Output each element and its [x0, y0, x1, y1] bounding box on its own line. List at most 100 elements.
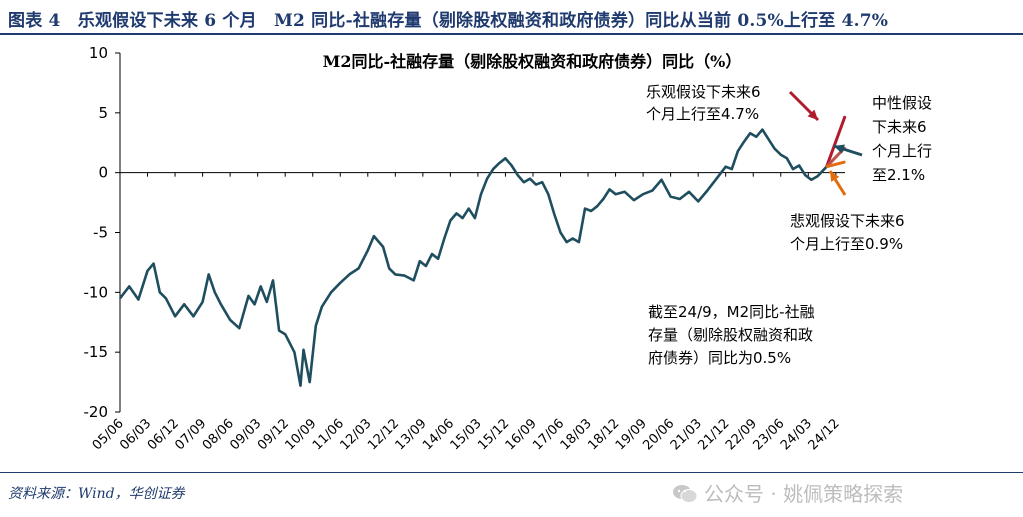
data-point [357, 267, 360, 270]
data-point [119, 297, 121, 300]
series-line-main [118, 128, 828, 388]
data-point [449, 219, 452, 222]
arrow-optimistic-head [807, 109, 818, 120]
data-point [773, 147, 776, 150]
data-point [571, 237, 574, 240]
data-point [302, 349, 305, 351]
data-point [229, 319, 231, 321]
data-point [810, 179, 813, 181]
data-point [731, 168, 733, 170]
data-point [596, 205, 598, 207]
data-point [330, 291, 332, 294]
data-point [183, 303, 185, 306]
data-point [737, 150, 739, 152]
data-point [247, 295, 250, 297]
data-point [238, 327, 241, 330]
data-point [431, 253, 433, 255]
data-point [669, 195, 672, 198]
data-point [220, 303, 222, 306]
data-point [780, 153, 782, 156]
data-point [749, 132, 751, 134]
wechat-icon [673, 485, 698, 503]
data-point [715, 177, 718, 180]
data-point [642, 193, 644, 195]
data-point [192, 315, 195, 318]
annotation-optimistic-line: 个月上行至4.7% [646, 105, 759, 123]
data-point [578, 241, 580, 243]
data-point [798, 164, 800, 167]
arrow-pessimistic-head [830, 171, 840, 182]
data-point [844, 115, 846, 118]
data-point [697, 200, 699, 203]
data-point [207, 273, 210, 276]
data-point [516, 174, 519, 176]
data-point [455, 212, 458, 215]
data-point [688, 191, 690, 193]
data-point [792, 168, 794, 170]
y-tick-label: -5 [93, 224, 108, 242]
data-point [602, 198, 605, 200]
data-point [214, 291, 216, 294]
data-point [608, 188, 611, 191]
data-point [443, 237, 446, 240]
annotation-neutral-line: 中性假设 [872, 94, 932, 112]
annotation-current-line: 府债券）同比为0.5% [648, 349, 791, 367]
data-point [724, 165, 727, 168]
data-point [315, 325, 317, 327]
line-chart: M2同比-社融存量（剔除股权融资和政府债券）同比（%） -20 -15 -10 -5 0… [84, 44, 933, 453]
data-point [412, 279, 415, 282]
data-point [804, 174, 806, 176]
annotation-neutral-line: 至2.1% [872, 166, 925, 184]
data-point [498, 162, 501, 164]
y-tick-label: -20 [84, 403, 109, 421]
data-point [480, 193, 482, 195]
data-point [394, 273, 397, 276]
data-point [755, 136, 758, 138]
data-point [529, 177, 531, 180]
data-point [321, 305, 323, 308]
data-point [467, 207, 470, 210]
annotation-neutral-line: 下未来6 [872, 118, 927, 136]
data-point [284, 333, 287, 336]
annotation-optimistic-line: 乐观假设下未来6 [646, 83, 761, 101]
data-point [623, 191, 626, 193]
y-tick-label: -15 [84, 343, 109, 361]
annotation-current-line: 截至24/9，M2同比-社融 [648, 303, 815, 321]
data-point [590, 210, 592, 212]
data-point [146, 270, 149, 272]
data-point [535, 183, 537, 186]
source-note: 资料来源：Wind，华创证券 [8, 486, 185, 502]
data-point [278, 329, 280, 332]
data-point [461, 217, 464, 219]
data-point [492, 168, 495, 170]
chart-title: M2同比-社融存量（剔除股权融资和政府债券）同比（%） [323, 52, 742, 71]
data-point [743, 140, 745, 143]
x-tick-label: 24/12 [806, 416, 843, 453]
data-point [382, 246, 384, 248]
annotation-pessimistic-line: 个月上行至0.9% [790, 235, 903, 253]
data-point [504, 157, 507, 160]
y-tick-label: -10 [84, 283, 109, 301]
data-point [584, 207, 586, 210]
data-point [547, 193, 550, 195]
figure-title: 图表 4 乐观假设下未来 6 个月 M2 同比-社融存量（剔除股权融资和政府债券… [8, 11, 889, 31]
data-point [174, 315, 176, 318]
data-point [844, 161, 846, 163]
series-line-scenario-3 [826, 160, 846, 169]
data-point [419, 260, 421, 263]
data-point [614, 193, 617, 195]
annotation-pessimistic-line: 悲观假设下未来6 [790, 212, 905, 230]
data-point [159, 291, 161, 294]
data-point [259, 285, 262, 288]
data-point [767, 138, 770, 140]
footer-rule [0, 472, 1023, 473]
arrow-neutral-head [834, 144, 845, 154]
data-point [373, 235, 375, 237]
series-line-scenario-1 [825, 115, 847, 168]
data-point [339, 282, 342, 284]
data-point [388, 267, 391, 270]
data-point [651, 189, 654, 192]
data-point [553, 213, 556, 216]
data-point [308, 381, 311, 383]
